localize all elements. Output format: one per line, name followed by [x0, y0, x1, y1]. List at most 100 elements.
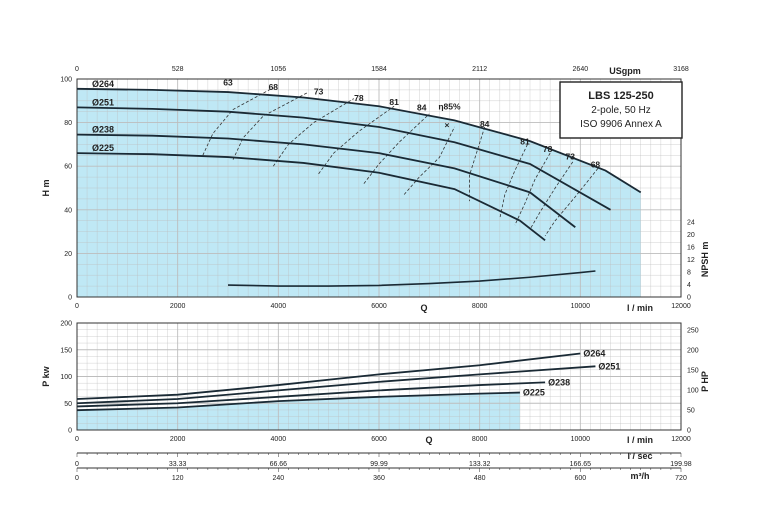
power-curve: [76, 352, 581, 400]
x-top-axis-unit: USgpm: [609, 66, 641, 76]
lsec-tick-label: 133.32: [469, 461, 491, 468]
npsh-tick-label: 12: [687, 257, 695, 264]
y-tick-label: 50: [64, 401, 72, 408]
power-curve-label: Ø238: [548, 377, 570, 387]
x-tick-label: 0: [75, 436, 79, 443]
efficiency-label: 73: [314, 86, 324, 96]
efficiency-label: 63: [223, 78, 233, 88]
head-curve-label: Ø238: [92, 125, 114, 135]
x-tick-label: 10000: [571, 303, 591, 310]
npsh-tick-label: 24: [687, 219, 695, 226]
x-top-tick-label: 2112: [472, 66, 487, 73]
lsec-tick-label: 33.33: [169, 461, 187, 468]
efficiency-label: 78: [543, 144, 553, 154]
efficiency-label: 81: [389, 97, 399, 107]
hp-tick-label: 0: [687, 428, 691, 435]
efficiency-label: η85%: [438, 102, 461, 112]
x-axis-unit: l / min: [627, 435, 653, 445]
x-tick-label: 8000: [472, 436, 488, 443]
head-curve: [76, 106, 611, 211]
efficiency-arc: [318, 105, 395, 175]
lsec-axis-unit: l / sec: [627, 451, 652, 461]
power-curve: [76, 381, 546, 408]
x-top-tick-label: 1584: [371, 66, 387, 73]
hp-tick-label: 150: [687, 368, 699, 375]
npsh-tick-label: 16: [687, 244, 695, 251]
efficiency-arc: [363, 113, 430, 184]
x-top-tick-label: 0: [75, 66, 79, 73]
lsec-tick-label: 199.98: [670, 461, 692, 468]
power-chart: 0 50 100 150 200 P kw 0 50 100 150 200 250 P HP 0 2000…: [41, 321, 710, 483]
head-curve-label: Ø264: [92, 79, 114, 89]
pump-model: LBS 125-250: [588, 90, 653, 102]
best-efficiency-marker: ×: [444, 120, 449, 130]
x-tick-label: 8000: [472, 303, 488, 310]
efficiency-label: 84: [417, 103, 427, 113]
y-tick-label: 100: [60, 374, 72, 381]
power-curve-label: Ø225: [523, 388, 545, 398]
power-curve: [76, 391, 520, 412]
plot-frame: [76, 78, 682, 298]
m3h-tick-label: 0: [75, 475, 79, 482]
head-curve-label: Ø251: [92, 97, 114, 107]
m3h-axis-unit: m³/h: [631, 471, 650, 481]
efficiency-arc: [544, 168, 599, 237]
lsec-tick-label: 0: [75, 461, 79, 468]
x-tick-label: 10000: [571, 436, 591, 443]
x-axis-label: Q: [425, 435, 432, 445]
npsh-axis-label: NPSH m: [700, 242, 710, 278]
efficiency-arc: [499, 144, 528, 219]
npsh-tick-label: 8: [687, 269, 691, 276]
efficiency-label: 78: [354, 93, 364, 103]
head-curve: [76, 152, 546, 242]
pump-speed: 2-pole, 50 Hz: [591, 105, 650, 116]
efficiency-label: 68: [269, 82, 279, 92]
efficiency-arc: [529, 161, 574, 230]
hp-tick-label: 200: [687, 348, 699, 355]
x-tick-label: 0: [75, 303, 79, 310]
efficiency-arc: [403, 126, 455, 195]
power-curve: [76, 365, 596, 405]
x-axis-label: Q: [420, 303, 427, 313]
x-tick-label: 4000: [271, 436, 287, 443]
npsh-tick-label: 20: [687, 232, 695, 239]
x-axis-unit: l / min: [627, 303, 653, 313]
m3h-tick-label: 720: [675, 475, 687, 482]
x-top-tick-label: 528: [172, 66, 184, 73]
hp-tick-label: 250: [687, 328, 699, 335]
y-tick-label: 80: [64, 120, 72, 127]
npsh-tick-label: 4: [687, 282, 691, 289]
x-tick-label: 2000: [170, 303, 186, 310]
efficiency-arc: [514, 152, 551, 226]
m3h-tick-label: 480: [474, 475, 486, 482]
y-tick-label: 100: [60, 77, 72, 84]
x-tick-label: 6000: [371, 436, 387, 443]
efficiency-label: 73: [566, 152, 576, 162]
y-axis-label: P kw: [41, 365, 51, 386]
power-curve-label: Ø251: [598, 361, 620, 371]
x-tick-label: 4000: [271, 303, 287, 310]
efficiency-label: 84: [480, 119, 490, 129]
lsec-tick-label: 99.99: [370, 461, 388, 468]
x-tick-label: 2000: [170, 436, 186, 443]
y-axis-label: H m: [41, 179, 51, 196]
efficiency-arc: [202, 87, 274, 156]
lsec-tick-label: 66.66: [270, 461, 288, 468]
efficiency-label: 68: [591, 159, 601, 169]
hp-axis-label: P HP: [700, 371, 710, 392]
plot-frame: [76, 322, 682, 431]
pump-standard: ISO 9906 Annex A: [580, 119, 662, 130]
npsh-curve: [227, 270, 596, 287]
npsh-tick-label: 0: [687, 295, 691, 302]
m3h-tick-label: 360: [373, 475, 385, 482]
efficiency-label: 81: [520, 136, 530, 146]
lsec-tick-label: 166.65: [570, 461, 592, 468]
m3h-tick-label: 600: [574, 475, 586, 482]
x-tick-label: 12000: [671, 436, 691, 443]
y-tick-label: 150: [60, 347, 72, 354]
hp-tick-label: 100: [687, 388, 699, 395]
x-top-tick-label: 3168: [673, 66, 689, 73]
x-top-tick-label: 1056: [271, 66, 287, 73]
